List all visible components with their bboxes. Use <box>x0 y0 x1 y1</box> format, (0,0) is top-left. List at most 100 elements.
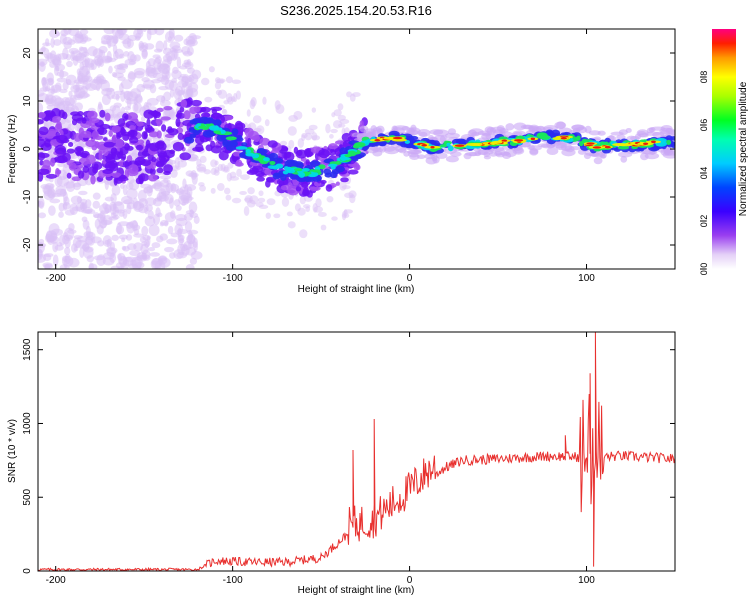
snr-y-ticks: 0 500 1000 1500 <box>22 338 675 574</box>
heatmap-blob <box>143 109 155 119</box>
heatmap-blob <box>221 108 227 114</box>
heatmap-blob <box>148 131 159 138</box>
heatmap-blob <box>328 143 338 150</box>
heatmap-blob <box>142 79 155 90</box>
heatmap-blob <box>332 120 343 129</box>
snr-y-label: SNR (10 * v/v) <box>7 419 18 483</box>
heatmap-blob <box>134 35 141 41</box>
spectrogram-x-label: Height of straight line (km) <box>298 284 415 295</box>
y-tick-label: -10 <box>22 189 33 204</box>
heatmap-blob <box>162 54 173 63</box>
heatmap-blob <box>64 209 75 216</box>
heatmap-blob <box>71 206 83 212</box>
heatmap-blob <box>42 77 48 82</box>
heatmap-blob <box>217 182 225 192</box>
heatmap-blob <box>234 137 244 142</box>
heatmap-blob <box>186 229 199 235</box>
heatmap-blob <box>483 155 492 160</box>
colorbar: 0.0 0.2 0.4 0.6 0.8 Normalized spectral ampl… <box>699 29 749 275</box>
heatmap-blob <box>59 33 67 45</box>
heatmap-blob <box>173 199 181 207</box>
heatmap-blob <box>127 71 136 83</box>
heatmap-blob <box>253 127 262 133</box>
heatmap-blob <box>351 92 361 97</box>
heatmap-blob <box>38 197 45 209</box>
heatmap-blob <box>318 148 330 159</box>
heatmap-blob <box>666 139 672 146</box>
heatmap-blob <box>111 172 122 178</box>
heatmap-blob <box>38 168 50 175</box>
heatmap-blob <box>643 142 649 145</box>
heatmap-blob <box>249 99 256 110</box>
heatmap-blob <box>152 54 161 59</box>
heatmap-blob <box>80 201 86 212</box>
heatmap-blob <box>175 117 181 127</box>
heatmap-blob <box>304 132 313 141</box>
heatmap-blob <box>271 149 280 154</box>
heatmap-blob <box>214 77 221 84</box>
heatmap-blob <box>111 125 121 133</box>
heatmap-blob <box>118 234 129 240</box>
heatmap-blob <box>283 166 289 171</box>
heatmap-blob <box>499 151 510 156</box>
heatmap-blob <box>227 162 234 169</box>
heatmap-blob <box>99 109 106 118</box>
heatmap-blob <box>89 117 100 124</box>
heatmap-blob <box>230 96 236 103</box>
heatmap-blob <box>77 110 84 117</box>
heatmap-blob <box>593 157 603 165</box>
heatmap-blob <box>163 106 173 111</box>
heatmap-blob <box>280 184 292 191</box>
heatmap-blob <box>379 144 387 153</box>
heatmap-blob <box>96 127 108 136</box>
heatmap-blob <box>180 99 188 108</box>
heatmap-blob <box>96 74 105 83</box>
heatmap-blob <box>326 195 334 203</box>
heatmap-blob <box>225 136 237 141</box>
heatmap-blob <box>115 138 124 149</box>
heatmap-blob <box>231 128 239 136</box>
heatmap-blob <box>58 211 64 218</box>
heatmap-blob <box>165 70 171 80</box>
heatmap-blob <box>71 50 83 61</box>
heatmap-blob <box>185 264 195 269</box>
heatmap-blob <box>117 118 126 127</box>
heatmap-blob <box>146 235 151 247</box>
heatmap-blob <box>284 151 292 159</box>
heatmap-blob <box>107 39 112 49</box>
heatmap-blob <box>329 134 334 139</box>
heatmap-blob <box>189 257 198 265</box>
heatmap-blob <box>185 40 195 47</box>
heatmap-blob <box>199 155 207 164</box>
x-tick-label: -200 <box>46 575 66 586</box>
colorbar-gradient <box>712 29 736 269</box>
heatmap-blob <box>188 240 195 249</box>
heatmap-blob <box>92 200 101 209</box>
heatmap-blob <box>83 47 88 54</box>
heatmap-blob <box>132 224 141 231</box>
heatmap-blob <box>104 161 116 172</box>
heatmap-blob <box>68 223 75 232</box>
heatmap-blob <box>257 148 266 153</box>
heatmap-blob <box>97 101 102 110</box>
heatmap-blob <box>625 127 632 133</box>
heatmap-blob <box>56 134 68 144</box>
x-tick-label: 100 <box>578 273 595 284</box>
heatmap-blob <box>146 97 159 106</box>
heatmap-blob <box>116 29 128 36</box>
y-tick-label: 1500 <box>22 338 33 361</box>
heatmap-blob <box>134 70 145 79</box>
heatmap-blob <box>111 215 120 220</box>
heatmap-blob <box>372 149 383 157</box>
x-tick-label: 100 <box>578 575 595 586</box>
heatmap-blob <box>215 130 222 135</box>
heatmap-blob <box>630 135 640 141</box>
heatmap-blob <box>359 125 369 133</box>
heatmap-blob <box>136 29 143 35</box>
heatmap-blob <box>159 63 169 70</box>
heatmap-blob <box>235 146 248 150</box>
heatmap-blob <box>294 203 301 212</box>
heatmap-blob <box>337 114 346 121</box>
heatmap-blob <box>208 125 220 131</box>
